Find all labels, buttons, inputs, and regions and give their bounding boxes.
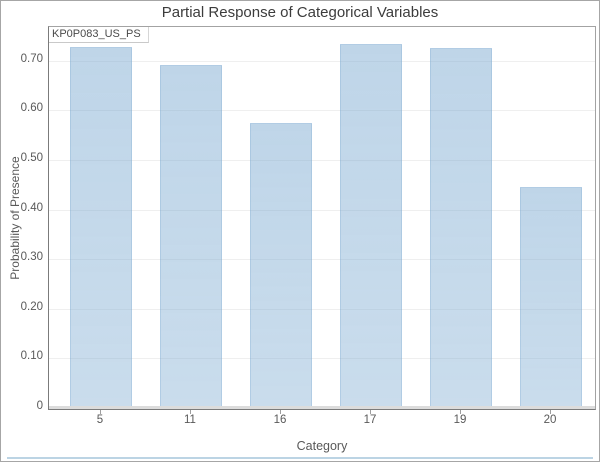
bar-category-11[interactable] [160, 65, 222, 407]
y-tick-label: 0.40 [20, 202, 43, 214]
x-tick-label-16: 16 [273, 414, 287, 426]
gridline-0.20 [49, 309, 595, 310]
x-tick-mark [550, 410, 551, 414]
y-tick-label: 0.60 [20, 102, 43, 114]
bar-category-16[interactable] [250, 123, 312, 407]
bar-category-17[interactable] [340, 44, 402, 407]
y-tick-label: 0.10 [20, 350, 43, 362]
gridline-0.70 [49, 61, 595, 62]
x-axis-title: Category [296, 439, 348, 453]
y-axis-title: Probability of Presence [8, 156, 22, 280]
gridline-0.30 [49, 259, 595, 260]
x-tick-label-20: 20 [543, 414, 557, 426]
x-tick-mark [190, 410, 191, 414]
bar-category-5[interactable] [70, 47, 132, 407]
y-tick-label: 0.30 [20, 251, 43, 263]
x-tick-mark [370, 410, 371, 414]
x-tick-label-5: 5 [96, 414, 104, 426]
x-tick-mark [460, 410, 461, 414]
gridline-0.10 [49, 358, 595, 359]
y-tick-label: 0.70 [20, 53, 43, 65]
bottom-accent-line [7, 457, 593, 459]
y-tick-label: 0 [36, 400, 43, 412]
x-tick-label-17: 17 [363, 414, 377, 426]
bar-category-19[interactable] [430, 48, 492, 407]
plot-area[interactable]: KP0P083_US_PS [48, 26, 596, 410]
x-axis-baseline [49, 406, 595, 409]
gridline-0.50 [49, 160, 595, 161]
x-tick-mark [280, 410, 281, 414]
x-tick-label-19: 19 [453, 414, 467, 426]
y-tick-label: 0.20 [20, 301, 43, 313]
x-tick-label-11: 11 [184, 414, 196, 426]
gridline-0.40 [49, 210, 595, 211]
variable-name-label: KP0P083_US_PS [49, 27, 149, 43]
bar-category-20[interactable] [520, 187, 582, 407]
y-tick-label: 0.50 [20, 152, 43, 164]
gridline-0.60 [49, 110, 595, 111]
chart-title: Partial Response of Categorical Variable… [161, 4, 439, 21]
x-tick-mark [100, 410, 101, 414]
